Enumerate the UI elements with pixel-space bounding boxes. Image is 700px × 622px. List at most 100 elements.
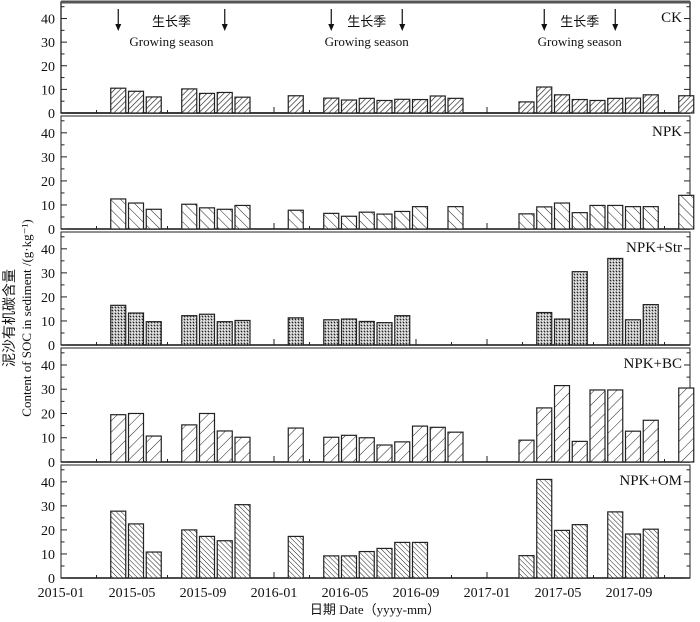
bar: [394, 541, 411, 579]
bar: [181, 315, 198, 346]
bar: [127, 523, 145, 579]
y-tick-label: 30: [41, 267, 55, 282]
y-tick-label: 10: [41, 83, 55, 98]
bar: [429, 426, 446, 463]
bar: [642, 206, 659, 230]
bar: [553, 529, 571, 579]
bar: [376, 547, 393, 579]
x-tick-label: 2016-01: [251, 586, 298, 601]
bar: [536, 407, 553, 463]
bar: [624, 319, 642, 346]
x-tick-label: 2017-05: [535, 586, 582, 601]
bar: [536, 478, 553, 579]
bar: [571, 98, 588, 114]
growing-season-annotations: 生长季 Growing season 生长季 Growing season 生长季 Gro…: [115, 9, 622, 49]
growing-season-label-en: Growing season: [129, 34, 214, 49]
bar: [198, 207, 216, 230]
growing-season-label-cn: 生长季: [560, 14, 599, 29]
panel-label: NPK+Str: [626, 240, 682, 256]
bar: [607, 389, 624, 463]
bar: [518, 555, 535, 579]
bar: [127, 202, 145, 230]
bar: [411, 98, 429, 114]
y-tick-label: 30: [41, 36, 55, 51]
y-tick-label: 40: [41, 359, 55, 374]
bar: [110, 414, 127, 463]
bar: [181, 529, 198, 579]
bar: [198, 412, 216, 463]
growing-season-label-cn: 生长季: [347, 14, 386, 29]
bar: [536, 86, 553, 114]
bar: [216, 321, 233, 346]
bar: [323, 319, 340, 346]
panel-npk-plus-bc: 0 10 20 30 40 NPK+BC: [41, 347, 695, 471]
y-tick-label: 20: [41, 60, 55, 75]
bar: [340, 434, 358, 463]
growing-season-label-en: Growing season: [538, 34, 623, 49]
bar: [607, 204, 624, 230]
bar: [358, 320, 375, 346]
x-tick-label: 2015-01: [38, 586, 85, 601]
bar: [447, 431, 464, 463]
bar: [145, 96, 162, 114]
bar: [518, 439, 535, 463]
bar: [376, 444, 393, 463]
bar: [127, 312, 145, 346]
y-tick-label: 40: [41, 243, 55, 258]
growing-season-marker: 生长季 Growing season: [115, 9, 228, 49]
arrow-head-icon: [221, 24, 228, 31]
bar: [358, 97, 375, 114]
bar: [287, 317, 304, 346]
bar: [376, 99, 393, 114]
bar: [571, 440, 588, 463]
y-tick-label: 30: [41, 151, 55, 166]
arrow-head-icon: [399, 24, 406, 31]
arrow-head-icon: [612, 24, 619, 31]
bar: [553, 384, 571, 463]
bar: [678, 95, 695, 114]
y-tick-label: 10: [41, 548, 55, 563]
bar: [376, 322, 393, 346]
bar: [642, 304, 659, 346]
bar: [607, 511, 624, 579]
panel-ck: 0 10 20 30 40 CK: [41, 0, 695, 122]
bar: [323, 436, 340, 463]
y-tick-label: 0: [48, 223, 55, 238]
y-tick-label: 30: [41, 383, 55, 398]
bar: [394, 315, 411, 346]
panel-label: NPK+BC: [624, 356, 682, 372]
bar: [127, 90, 145, 114]
y-tick-label: 10: [41, 199, 55, 214]
bar: [394, 98, 411, 114]
arrow-head-icon: [541, 24, 548, 31]
bar: [411, 541, 429, 579]
bar: [553, 94, 571, 114]
bar: [145, 435, 162, 463]
bar: [607, 257, 624, 346]
y-tick-label: 30: [41, 500, 55, 515]
bar: [358, 550, 375, 579]
y-axis-title: 泥沙有机碳含量 Content of SOC in sediment /(g·k…: [2, 219, 34, 416]
bar: [216, 540, 233, 579]
bar: [394, 210, 411, 230]
x-axis-labels: 2015-01 2015-05 2015-09 2016-01 2016-05 2016-…: [38, 586, 653, 601]
bar: [340, 555, 358, 579]
bar: [234, 319, 251, 346]
bar: [624, 206, 642, 230]
y-tick-label: 10: [41, 432, 55, 447]
growing-season-label-cn: 生长季: [152, 14, 191, 29]
bar: [145, 321, 162, 346]
bar: [518, 101, 535, 114]
y-tick-label: 40: [41, 127, 55, 142]
y-tick-label: 10: [41, 315, 55, 330]
bar: [571, 524, 588, 579]
growing-season-marker: 生长季 Growing season: [325, 9, 409, 49]
bar: [323, 555, 340, 579]
bar: [181, 203, 198, 230]
bar: [536, 311, 553, 346]
bar: [216, 208, 233, 230]
bar: [589, 389, 606, 463]
bar: [607, 97, 624, 114]
bar: [553, 202, 571, 230]
